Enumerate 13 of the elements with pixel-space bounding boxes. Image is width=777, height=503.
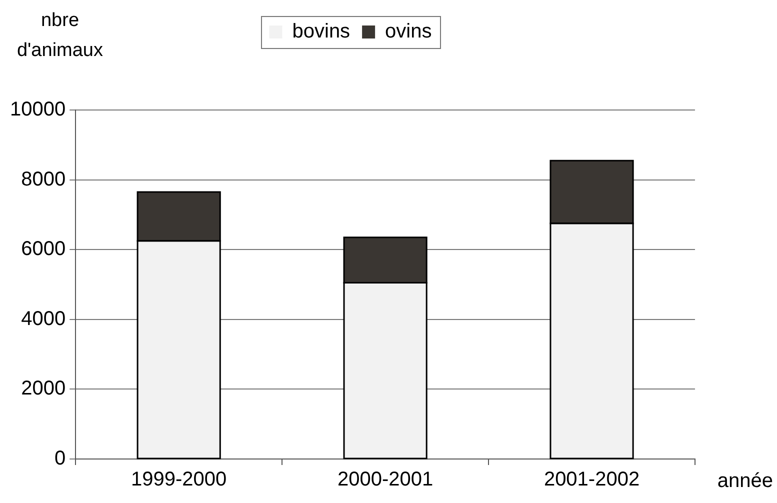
y-axis-title: nbre d'animaux <box>16 9 104 63</box>
y-tick-label: 0 <box>54 448 66 470</box>
y-tick-label: 10000 <box>10 98 66 121</box>
legend-label: bovins <box>292 20 350 43</box>
y-tick-label: 2000 <box>21 378 66 400</box>
y-tick-label: 6000 <box>21 238 66 260</box>
legend-label: ovins <box>385 20 432 43</box>
x-tick-label: 2001-2002 <box>544 468 640 491</box>
x-tick-label: 1999-2000 <box>131 468 227 491</box>
y-tick-label: 8000 <box>21 168 66 190</box>
x-tick-label: 2000-2001 <box>337 468 434 491</box>
x-axis-title: année <box>717 470 773 493</box>
y-tick-label: 4000 <box>21 308 66 330</box>
